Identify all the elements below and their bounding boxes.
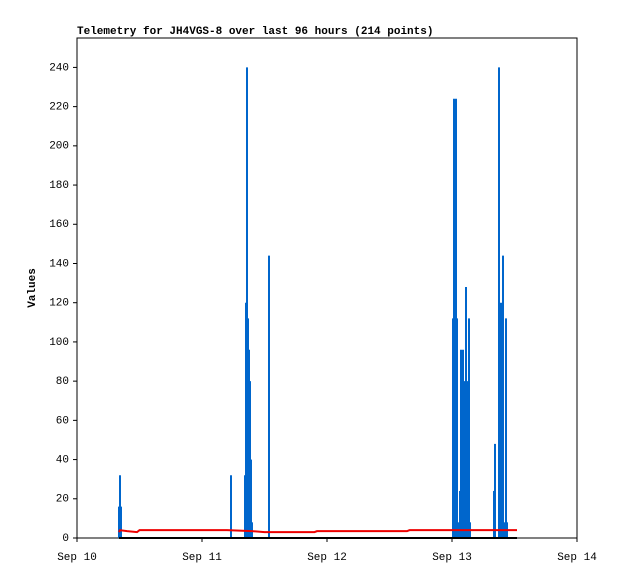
y-tick-label: 80 xyxy=(56,376,69,388)
y-tick-label: 60 xyxy=(56,415,69,427)
y-tick-label: 100 xyxy=(49,337,69,349)
x-tick-label: Sep 14 xyxy=(557,552,597,564)
y-tick-label: 140 xyxy=(49,258,69,270)
x-tick-label: Sep 11 xyxy=(182,552,222,564)
y-tick-label: 160 xyxy=(49,219,69,231)
y-tick-label: 240 xyxy=(49,62,69,74)
y-tick-label: 120 xyxy=(49,298,69,310)
series-line xyxy=(118,529,517,534)
chart-title: Telemetry for JH4VGS-8 over last 96 hour… xyxy=(77,26,433,38)
y-tick-label: 40 xyxy=(56,454,69,466)
y-axis-label: Values xyxy=(27,268,39,308)
y-tick-label: 20 xyxy=(56,494,69,506)
x-tick-label: Sep 12 xyxy=(307,552,347,564)
x-tick-label: Sep 13 xyxy=(432,552,472,564)
y-tick-label: 220 xyxy=(49,102,69,114)
y-tick-label: 180 xyxy=(49,180,69,192)
y-tick-label: 0 xyxy=(62,533,69,545)
x-tick-label: Sep 10 xyxy=(57,552,97,564)
y-tick-label: 200 xyxy=(49,141,69,153)
